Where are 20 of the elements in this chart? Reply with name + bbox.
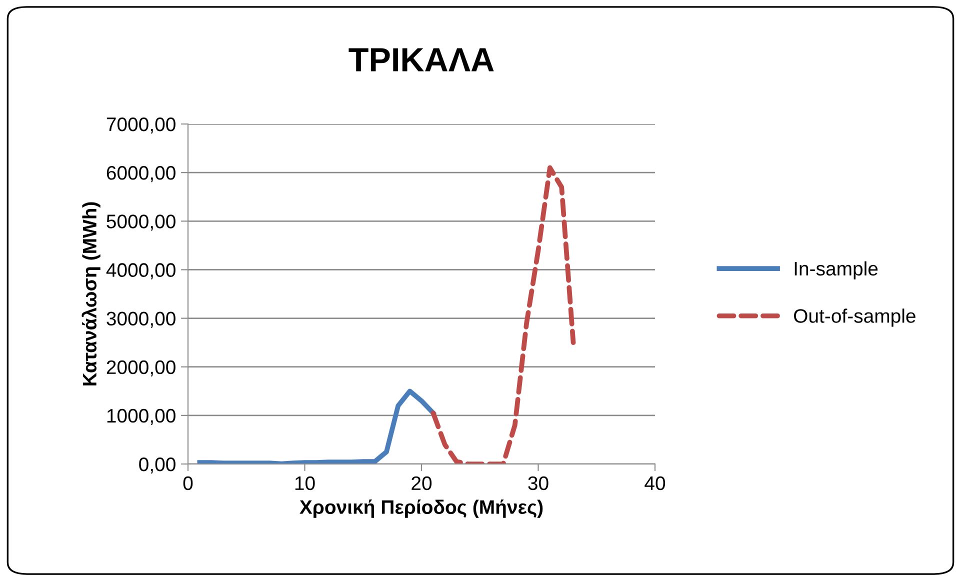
line-series <box>430 165 576 464</box>
y-tick-label: 3000,00 <box>106 312 176 328</box>
x-tick-label: 30 <box>528 476 548 490</box>
y-tick-label: 1000,00 <box>107 408 176 425</box>
y-tick-label: 6000,00 <box>106 166 176 182</box>
legend-label: In-sample <box>794 261 878 280</box>
y-tick-label: 4000,00 <box>106 263 176 280</box>
y-tick-label: 0,00 <box>139 457 176 474</box>
legend-label: Out-of-sample <box>794 308 916 327</box>
x-tick-label: 10 <box>295 476 315 490</box>
x-tick-label: 40 <box>644 476 666 490</box>
y-tick-label: 2000,00 <box>106 360 176 376</box>
x-axis-title: Χρονική Περίοδος (Μήνες) <box>300 499 543 518</box>
x-tick-label: 0 <box>183 476 193 490</box>
line-series <box>197 388 436 464</box>
y-tick-label: 5000,00 <box>106 214 176 231</box>
y-tick-label: 7000,00 <box>106 117 176 134</box>
y-axis-title: Κατανάλωση (MWh) <box>82 202 100 386</box>
x-tick-label: 20 <box>412 476 432 490</box>
chart-title: ΤΡΙΚΑΛΑ <box>348 48 494 72</box>
